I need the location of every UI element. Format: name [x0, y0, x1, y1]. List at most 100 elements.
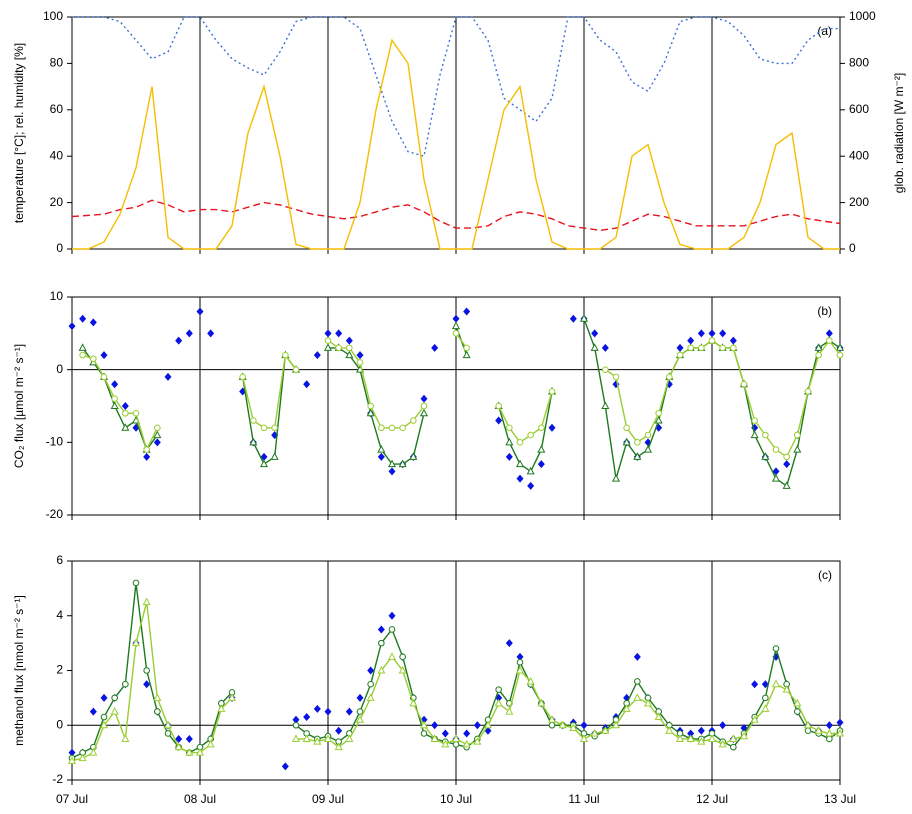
point [537, 445, 546, 453]
y2-axis-label: glob. radiation [W m⁻²] [892, 73, 906, 193]
point [206, 739, 215, 748]
point [260, 452, 268, 461]
point [399, 653, 406, 661]
point [143, 452, 151, 461]
point [271, 424, 278, 432]
y-tick-label: 60 [50, 102, 64, 116]
point [420, 730, 428, 737]
point [131, 638, 141, 647]
point [558, 720, 567, 729]
point [335, 344, 342, 352]
point [239, 373, 246, 381]
point [548, 423, 556, 432]
point [388, 467, 396, 476]
point [356, 708, 364, 715]
y-tick-label: 4 [56, 608, 63, 622]
point [506, 424, 513, 432]
point [143, 680, 151, 689]
point [366, 408, 375, 417]
point [387, 459, 397, 468]
point [420, 394, 428, 403]
point [420, 402, 428, 410]
point [547, 715, 557, 723]
point [100, 693, 108, 702]
point [783, 453, 790, 461]
point [612, 373, 620, 381]
y-tick-label: 0 [56, 717, 63, 731]
point [483, 720, 493, 729]
point [772, 645, 780, 652]
point [803, 720, 813, 729]
point [761, 452, 770, 460]
series-line [72, 38, 840, 250]
point [431, 721, 439, 730]
point [452, 330, 460, 337]
point [302, 734, 311, 742]
point [698, 344, 705, 352]
point [110, 706, 119, 715]
point [719, 329, 727, 338]
point [655, 409, 662, 417]
point [419, 720, 429, 729]
point [175, 734, 183, 743]
point [111, 694, 118, 702]
y-tick-label: 0 [56, 241, 63, 255]
point [90, 355, 97, 363]
point [250, 417, 257, 424]
point [633, 693, 642, 701]
point [771, 679, 781, 688]
point [282, 351, 289, 359]
point [751, 680, 759, 689]
point [292, 366, 300, 373]
point [345, 350, 354, 359]
point [68, 322, 76, 331]
point [473, 737, 482, 745]
point [122, 680, 129, 688]
y-tick-label: 80 [50, 56, 64, 70]
y2-tick-label: 800 [849, 56, 869, 70]
point [110, 401, 119, 409]
point [644, 431, 652, 439]
point [527, 431, 534, 439]
point [227, 693, 237, 701]
point [505, 706, 514, 715]
point [643, 445, 653, 453]
point [153, 430, 162, 439]
point [804, 388, 812, 395]
point [462, 739, 471, 748]
point [601, 343, 609, 352]
point [431, 343, 439, 352]
point [494, 698, 503, 707]
point [708, 337, 716, 344]
point [654, 415, 663, 424]
point [654, 712, 663, 721]
point [826, 735, 833, 743]
point [387, 652, 397, 660]
point [580, 721, 588, 730]
point [591, 329, 599, 338]
point [143, 667, 150, 674]
point [324, 337, 332, 344]
point [516, 658, 524, 666]
y-tick-label: 2 [56, 663, 63, 677]
point [750, 715, 759, 723]
point [634, 439, 641, 446]
point [708, 329, 716, 338]
point [441, 739, 450, 748]
point [377, 445, 386, 453]
x-tick-label: 11 Jul [568, 792, 599, 806]
point [814, 726, 823, 734]
point [356, 351, 364, 360]
point [526, 466, 535, 475]
point [462, 350, 471, 359]
y-tick-label: 0 [56, 362, 63, 376]
point [772, 446, 780, 453]
series-line [71, 601, 840, 762]
point [826, 337, 833, 344]
point [676, 343, 684, 352]
x-tick-label: 12 Jul [696, 792, 728, 806]
y2-tick-label: 1000 [849, 9, 876, 23]
point [794, 708, 801, 715]
point [142, 597, 151, 606]
point [324, 329, 332, 338]
